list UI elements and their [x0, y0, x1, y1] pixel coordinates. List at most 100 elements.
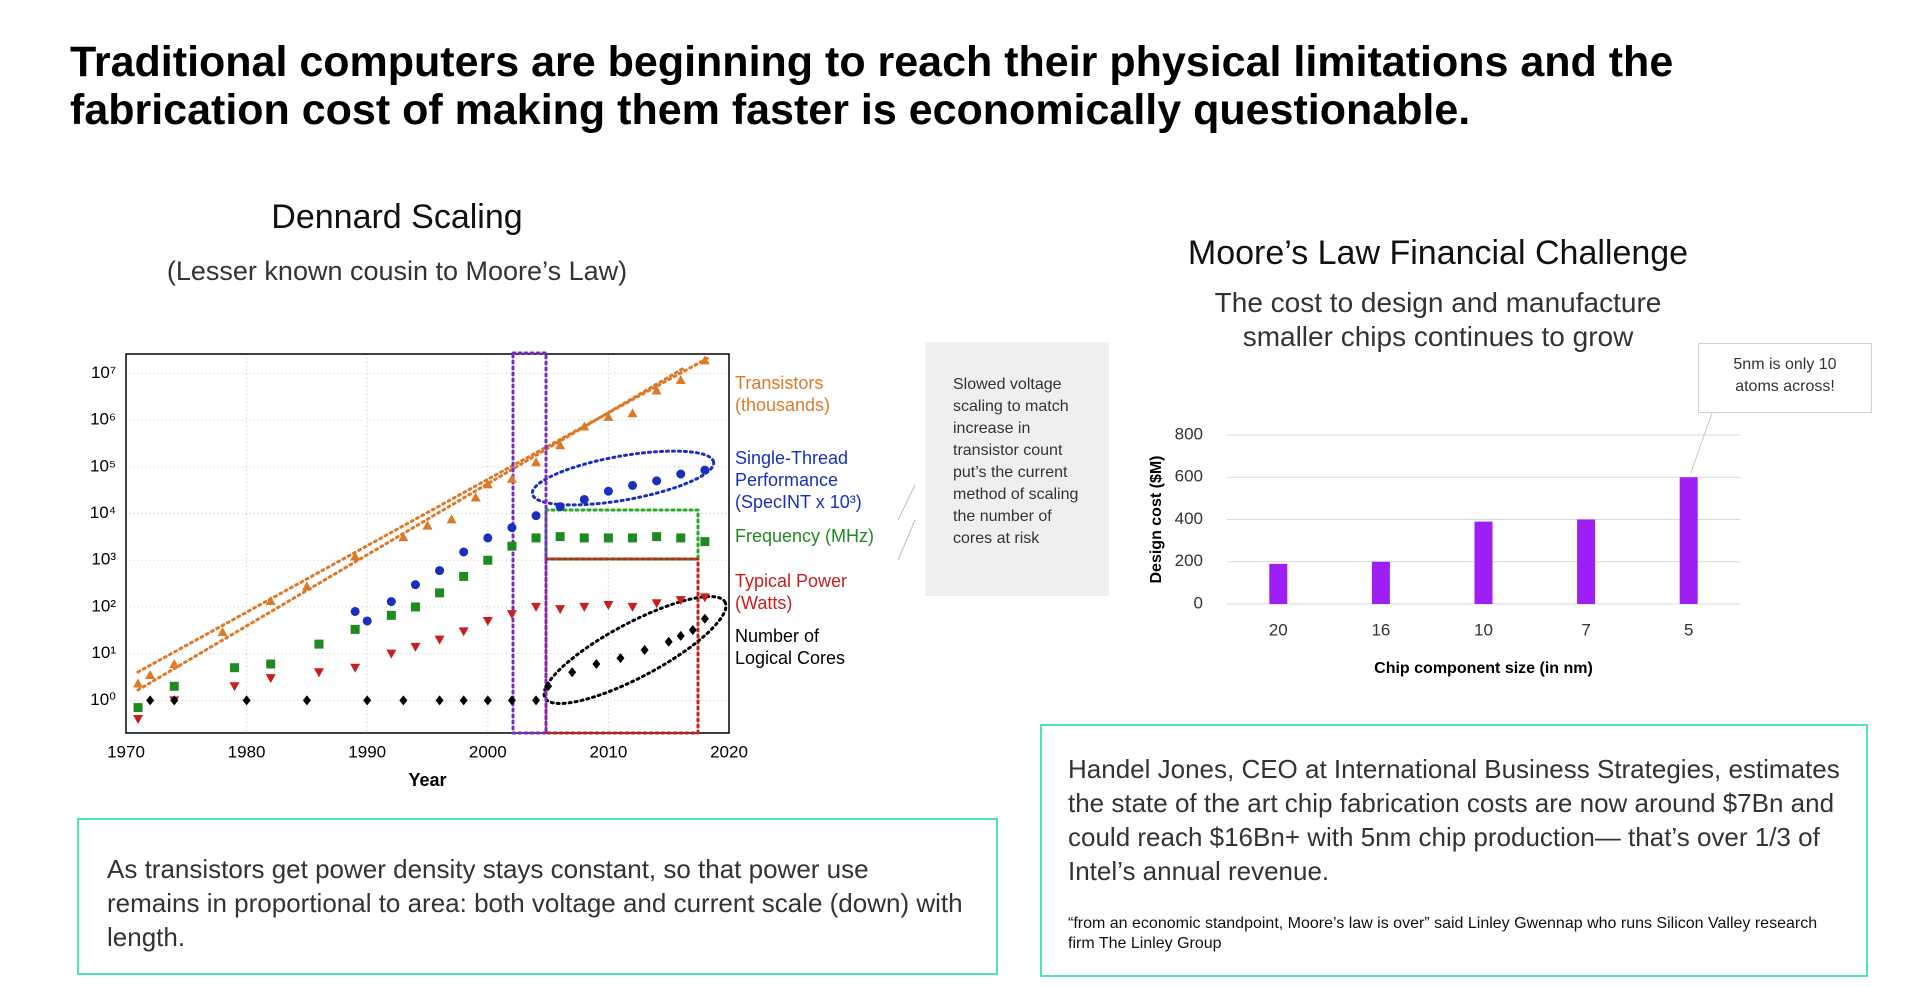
data-point	[507, 695, 516, 706]
highlight	[530, 449, 716, 507]
bar	[1474, 521, 1493, 604]
data-point	[302, 695, 311, 706]
data-point	[483, 533, 493, 543]
data-point	[603, 486, 613, 496]
bar	[1577, 519, 1596, 604]
data-point	[483, 695, 492, 706]
slide-title: Traditional computers are beginning to r…	[70, 38, 1674, 134]
plot-frame	[125, 353, 730, 734]
data-point	[531, 602, 542, 612]
y-tick-label: 200	[1175, 551, 1203, 570]
data-point	[313, 668, 324, 678]
data-point	[301, 581, 312, 591]
highlight	[511, 351, 548, 735]
x-tick-label: 5	[1684, 620, 1693, 639]
data-point	[446, 514, 457, 524]
bar	[1269, 563, 1288, 604]
data-point	[651, 385, 662, 395]
data-point	[410, 602, 420, 612]
data-point	[664, 636, 673, 647]
data-point	[170, 695, 179, 706]
highlight	[544, 557, 700, 735]
data-point	[531, 533, 541, 543]
x-axis-label: Chip component size (in nm)	[1374, 660, 1593, 677]
data-point	[640, 644, 649, 655]
data-point	[700, 465, 710, 475]
data-point	[470, 492, 481, 502]
data-point	[386, 597, 396, 607]
x-tick-label: 1980	[228, 742, 266, 761]
data-point	[555, 605, 566, 615]
data-point	[435, 566, 445, 576]
highlight	[544, 508, 700, 561]
connector	[897, 484, 916, 521]
data-point	[459, 695, 468, 706]
y-tick-label: 0	[1194, 593, 1203, 612]
data-point	[592, 659, 601, 670]
data-point	[579, 421, 590, 431]
note-text: Handel Jones, CEO at International Busin…	[1068, 754, 1840, 886]
x-tick-label: 1970	[107, 742, 145, 761]
data-point	[555, 502, 565, 512]
data-point	[435, 695, 444, 706]
connector	[897, 519, 916, 561]
x-tick-label: 2020	[710, 742, 748, 761]
data-point	[482, 479, 493, 489]
callout: Slowed voltage scaling to match increase…	[925, 342, 1109, 596]
data-point	[579, 494, 589, 504]
data-point	[700, 613, 709, 624]
data-point	[350, 551, 361, 561]
legend-label: Number of Logical Cores	[735, 626, 846, 668]
quote: “from an economic standpoint, Moore’s la…	[1068, 915, 1818, 952]
y-tick-label: 10⁰	[90, 690, 116, 709]
data-point	[410, 642, 421, 652]
data-point	[362, 616, 372, 626]
x-tick-label: 20	[1269, 620, 1288, 639]
data-point	[531, 511, 541, 521]
data-point	[506, 473, 517, 483]
bar	[1679, 477, 1698, 604]
x-axis-label: Year	[408, 770, 446, 790]
data-point	[458, 627, 469, 637]
data-point	[398, 532, 409, 542]
y-tick-label: 600	[1175, 467, 1203, 486]
data-point	[652, 532, 662, 542]
data-point	[266, 659, 276, 669]
x-tick-label: 2000	[469, 742, 507, 761]
data-point	[675, 375, 686, 385]
data-point	[482, 616, 493, 626]
data-point	[483, 555, 493, 565]
y-tick-label: 10⁷	[91, 363, 116, 382]
highlight	[542, 595, 728, 705]
chart-subtitle: (Lesser known cousin to Moore’s Law)	[166, 256, 628, 286]
data-point	[435, 588, 445, 598]
data-point	[350, 624, 360, 634]
data-point	[169, 681, 179, 691]
data-point	[229, 682, 240, 692]
data-point	[676, 469, 686, 479]
data-point	[422, 520, 433, 530]
data-point	[506, 610, 517, 620]
y-tick-label: 800	[1175, 424, 1203, 443]
data-point	[531, 457, 542, 467]
annotation: 5nm is only 10 atoms across!	[1698, 343, 1872, 413]
y-tick-label: 10²	[91, 596, 116, 615]
x-tick-label: 1990	[348, 742, 386, 761]
data-point	[459, 571, 469, 581]
data-point	[169, 659, 180, 669]
data-point	[603, 600, 614, 610]
data-point	[350, 663, 361, 673]
data-point	[579, 602, 590, 612]
legend-label: Frequency (MHz)	[735, 526, 875, 546]
data-point	[265, 674, 276, 684]
data-point	[363, 695, 372, 706]
data-point	[627, 602, 638, 612]
data-point	[699, 355, 710, 365]
data-point	[555, 532, 565, 542]
highlight	[136, 366, 686, 692]
x-tick-label: 16	[1371, 620, 1390, 639]
data-point	[544, 681, 553, 692]
data-point	[688, 625, 697, 636]
